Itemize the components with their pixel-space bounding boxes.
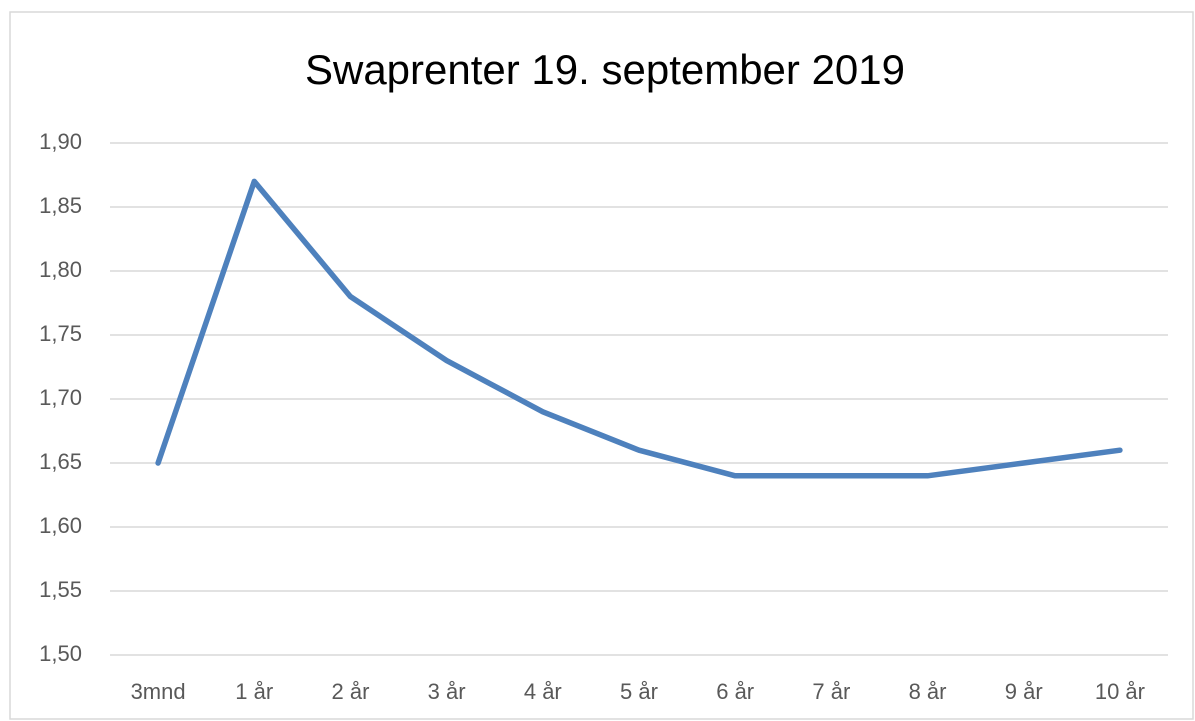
y-tick-label: 1,55	[39, 577, 82, 602]
x-tick-label: 4 år	[524, 679, 562, 704]
y-tick-label: 1,60	[39, 513, 82, 538]
x-tick-label: 9 år	[1005, 679, 1043, 704]
x-tick-label: 10 år	[1095, 679, 1145, 704]
y-tick-label: 1,75	[39, 321, 82, 346]
x-tick-label: 3mnd	[131, 679, 186, 704]
chart-border	[9, 11, 1194, 720]
x-tick-label: 7 år	[812, 679, 850, 704]
x-tick-label: 3 år	[428, 679, 466, 704]
x-tick-label: 8 år	[909, 679, 947, 704]
y-tick-label: 1,80	[39, 257, 82, 282]
y-tick-label: 1,85	[39, 193, 82, 218]
y-tick-label: 1,90	[39, 129, 82, 154]
x-tick-label: 1 år	[235, 679, 273, 704]
x-tick-label: 2 år	[331, 679, 369, 704]
y-tick-label: 1,70	[39, 385, 82, 410]
y-tick-label: 1,50	[39, 641, 82, 666]
x-tick-label: 5 år	[620, 679, 658, 704]
chart-title: Swaprenter 19. september 2019	[305, 46, 905, 93]
y-tick-label: 1,65	[39, 449, 82, 474]
line-series	[155, 178, 1123, 479]
x-tick-label: 6 år	[716, 679, 754, 704]
